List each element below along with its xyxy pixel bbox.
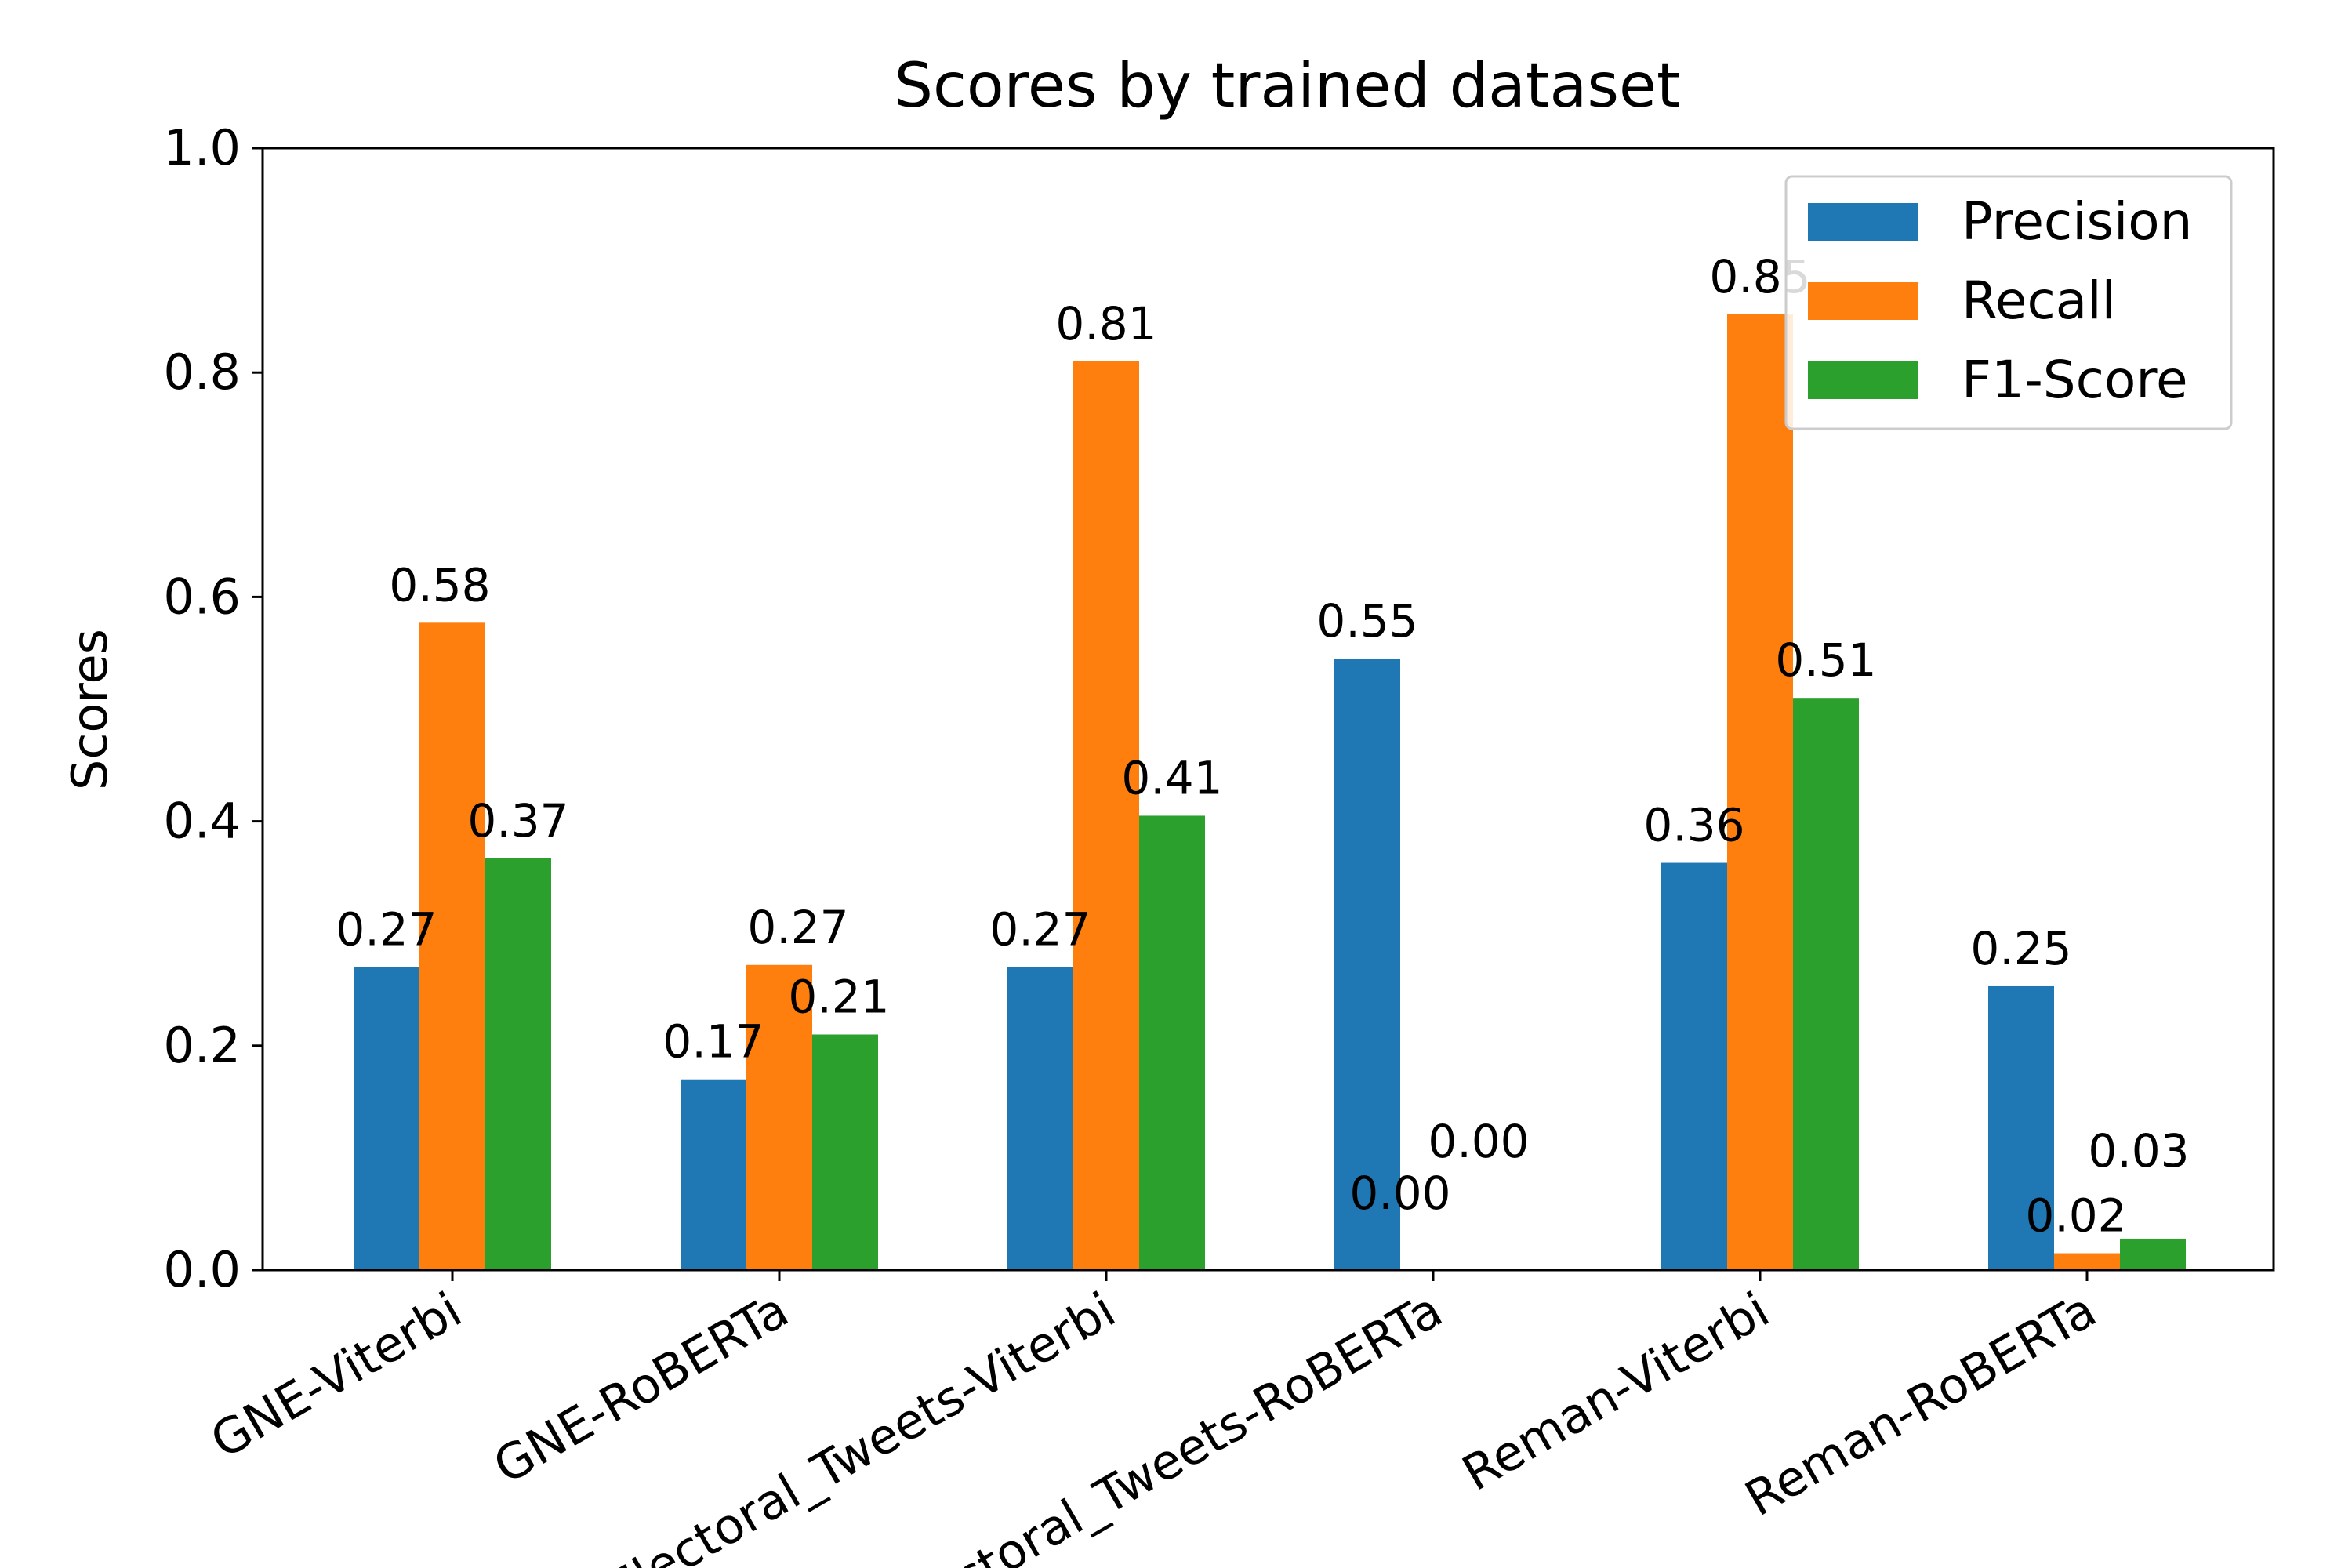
bar-value-label: 0.03 — [2088, 1124, 2189, 1178]
x-tick-label: Reman-Viterbi — [1453, 1281, 1779, 1502]
y-tick-label: 1.0 — [163, 119, 241, 176]
bar-precision-1 — [681, 1079, 746, 1270]
legend-swatch-f1-score — [1808, 361, 1918, 399]
bar-value-label: 0.41 — [1121, 751, 1222, 804]
bar-value-label: 0.02 — [2025, 1189, 2126, 1243]
x-tick-label: Reman-RoBERTa — [1736, 1281, 2106, 1528]
x-tick-label: GNE-Viterbi — [201, 1281, 470, 1470]
bar-value-label: 0.37 — [467, 794, 568, 848]
bar-precision-0 — [354, 967, 419, 1270]
bar-precision-3 — [1334, 659, 1400, 1270]
legend-swatch-precision — [1808, 203, 1918, 241]
bar-value-label: 0.58 — [389, 558, 490, 612]
x-tick-label: Electoral_Tweets-RoBERTa — [880, 1281, 1452, 1568]
x-tick-label: GNE-RoBERTa — [484, 1281, 797, 1495]
legend-label: F1-Score — [1962, 350, 2188, 410]
axes-frame — [261, 147, 2275, 1272]
bar-value-label: 0.21 — [788, 970, 889, 1023]
bar-value-label: 0.81 — [1055, 297, 1156, 350]
bar-value-label: 0.55 — [1316, 594, 1417, 648]
bar-precision-4 — [1661, 862, 1727, 1270]
bar-recall-1 — [746, 964, 812, 1270]
bar-recall-0 — [419, 622, 485, 1270]
bar-value-label: 0.27 — [336, 903, 437, 956]
bar-f1-score-2 — [1139, 815, 1205, 1270]
bar-recall-2 — [1073, 361, 1139, 1270]
y-tick-label: 0.6 — [163, 568, 241, 625]
bar-f1-score-1 — [812, 1034, 878, 1270]
y-tick-label: 0.2 — [163, 1017, 241, 1074]
y-axis-label: Scores — [61, 629, 118, 790]
bar-f1-score-4 — [1793, 698, 1859, 1270]
bar-value-label: 0.27 — [747, 901, 848, 954]
chart-title: Scores by trained dataset — [894, 51, 1680, 122]
bar-recall-4 — [1727, 314, 1793, 1271]
bar-value-label: 0.00 — [1428, 1115, 1529, 1168]
y-tick-label: 0.8 — [163, 343, 241, 401]
y-tick-label: 0.4 — [163, 793, 241, 850]
bar-value-label: 0.36 — [1643, 799, 1744, 852]
legend-label: Recall — [1962, 270, 2116, 331]
bar-precision-5 — [1988, 985, 2054, 1270]
bar-value-label: 0.17 — [662, 1015, 764, 1069]
legend-label: Precision — [1962, 191, 2193, 252]
bar-f1-score-5 — [2120, 1238, 2186, 1270]
y-tick-label: 0.0 — [163, 1241, 241, 1298]
legend-swatch-recall — [1808, 282, 1918, 320]
bar-f1-score-0 — [485, 858, 551, 1270]
bar-value-label: 0.00 — [1349, 1167, 1450, 1220]
bar-value-label: 0.27 — [989, 903, 1091, 956]
legend: Precision Recall F1-Score — [1784, 175, 2233, 430]
bar-precision-2 — [1007, 967, 1073, 1270]
bar-value-label: 0.51 — [1775, 633, 1876, 687]
bar-recall-5 — [2054, 1253, 2120, 1270]
bar-value-label: 0.25 — [1970, 922, 2071, 975]
